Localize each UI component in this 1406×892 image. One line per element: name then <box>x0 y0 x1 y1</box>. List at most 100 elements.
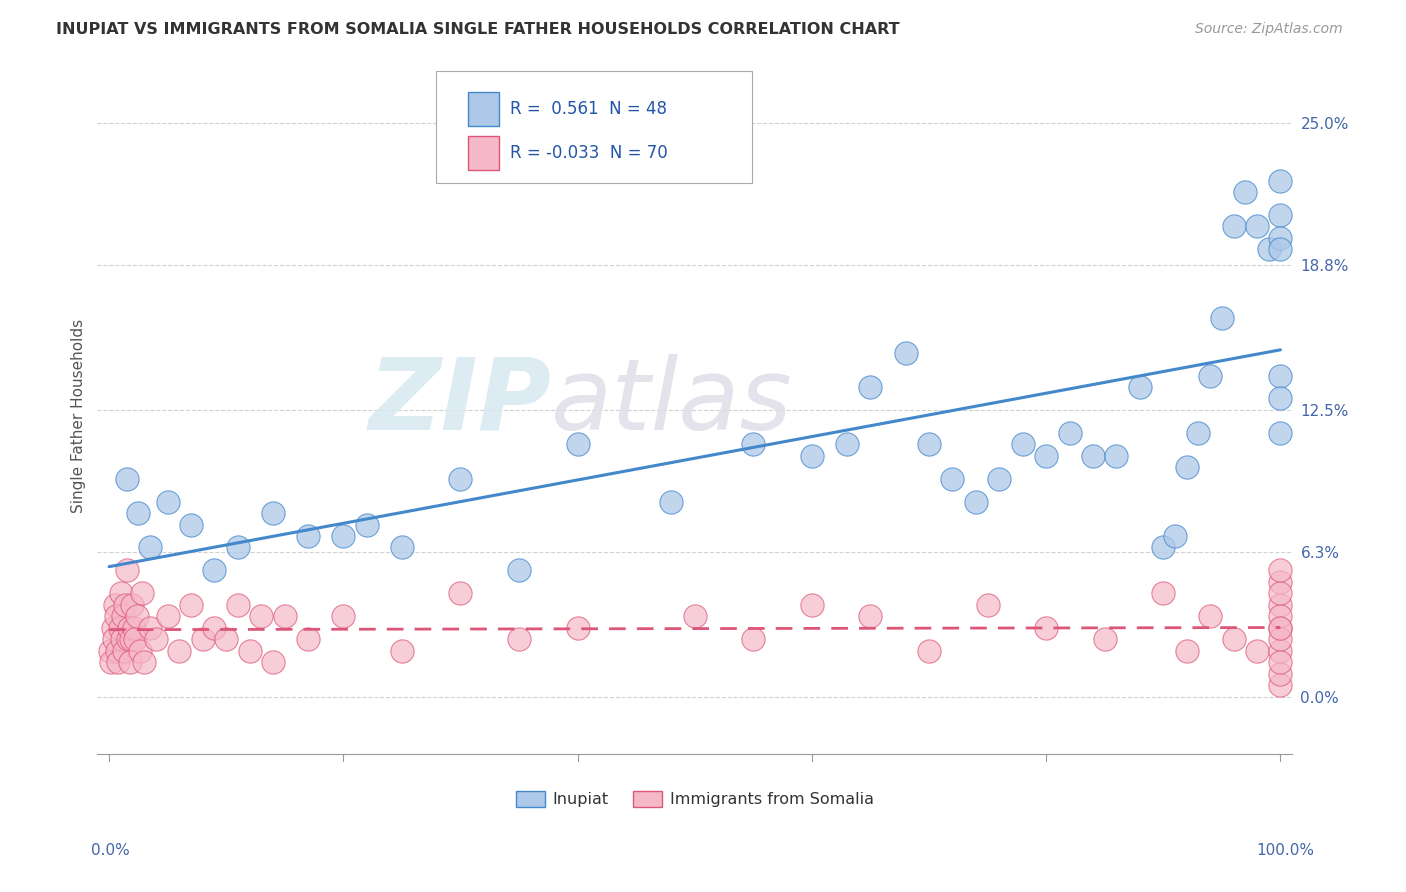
Point <box>117 632 139 647</box>
Point <box>1270 655 1292 669</box>
Point <box>169 643 191 657</box>
Point <box>1222 219 1244 234</box>
Point <box>894 345 917 359</box>
Point <box>180 598 202 612</box>
Point <box>1270 563 1292 577</box>
Point <box>1222 632 1244 647</box>
Point <box>112 609 135 624</box>
Point <box>1035 449 1057 463</box>
Point <box>115 472 138 486</box>
Point <box>127 506 149 520</box>
Point <box>800 449 823 463</box>
Point <box>449 586 471 600</box>
Point <box>965 494 987 508</box>
Legend: Inupiat, Immigrants from Somalia: Inupiat, Immigrants from Somalia <box>509 784 880 814</box>
Point <box>1270 173 1292 187</box>
Point <box>226 598 249 612</box>
Point <box>391 643 413 657</box>
Point <box>1011 437 1033 451</box>
Point <box>1270 392 1292 406</box>
Point <box>105 643 128 657</box>
Y-axis label: Single Father Households: Single Father Households <box>72 318 86 513</box>
Point <box>239 643 262 657</box>
Point <box>567 437 589 451</box>
Point <box>250 609 273 624</box>
Point <box>1257 243 1279 257</box>
Point <box>98 643 121 657</box>
Point <box>1152 541 1174 555</box>
Point <box>1270 598 1292 612</box>
Point <box>101 621 124 635</box>
Point <box>1164 529 1187 543</box>
Text: ZIP: ZIP <box>368 353 551 450</box>
Point <box>1270 678 1292 692</box>
Point <box>204 563 226 577</box>
Point <box>800 598 823 612</box>
Point <box>683 609 706 624</box>
Point <box>115 563 138 577</box>
Point <box>114 598 136 612</box>
Point <box>118 621 141 635</box>
Point <box>156 609 179 624</box>
Text: Source: ZipAtlas.com: Source: ZipAtlas.com <box>1195 22 1343 37</box>
Point <box>110 586 132 600</box>
Point <box>1035 621 1057 635</box>
Point <box>191 632 214 647</box>
Point <box>1105 449 1128 463</box>
Point <box>262 506 284 520</box>
Point <box>145 632 167 647</box>
Point <box>1270 208 1292 222</box>
Text: 0.0%: 0.0% <box>91 843 131 858</box>
Point <box>742 437 765 451</box>
Point <box>128 643 150 657</box>
Point <box>1246 643 1268 657</box>
Point <box>1059 425 1081 440</box>
Point <box>1175 460 1198 475</box>
Point <box>127 609 149 624</box>
Point <box>120 655 142 669</box>
Point <box>1199 609 1222 624</box>
Point <box>1270 609 1292 624</box>
Point <box>297 529 319 543</box>
Point <box>1199 368 1222 383</box>
Point <box>1270 586 1292 600</box>
Point <box>122 621 145 635</box>
Point <box>976 598 998 612</box>
Text: 100.0%: 100.0% <box>1257 843 1315 858</box>
Point <box>1270 243 1292 257</box>
Point <box>332 609 354 624</box>
Point <box>104 598 127 612</box>
Point <box>918 643 941 657</box>
Point <box>124 632 146 647</box>
Point <box>1270 666 1292 681</box>
Point <box>215 632 238 647</box>
Point <box>131 586 153 600</box>
Point <box>297 632 319 647</box>
Point <box>1175 643 1198 657</box>
Point <box>332 529 354 543</box>
Point <box>274 609 297 624</box>
Point <box>134 655 156 669</box>
Point <box>1270 643 1292 657</box>
Point <box>156 494 179 508</box>
Point <box>103 632 125 647</box>
Point <box>941 472 963 486</box>
Point <box>1270 621 1292 635</box>
Text: R =  0.561  N = 48: R = 0.561 N = 48 <box>510 100 668 118</box>
Point <box>1270 425 1292 440</box>
Point <box>1152 586 1174 600</box>
Point <box>356 517 378 532</box>
Point <box>108 621 131 635</box>
Point <box>742 632 765 647</box>
Point <box>1129 380 1152 394</box>
Point <box>1187 425 1209 440</box>
Text: INUPIAT VS IMMIGRANTS FROM SOMALIA SINGLE FATHER HOUSEHOLDS CORRELATION CHART: INUPIAT VS IMMIGRANTS FROM SOMALIA SINGL… <box>56 22 900 37</box>
Point <box>859 609 882 624</box>
Point <box>100 655 122 669</box>
Point <box>1246 219 1268 234</box>
Point <box>988 472 1011 486</box>
Point <box>1270 574 1292 589</box>
Point <box>1270 632 1292 647</box>
Point <box>508 563 530 577</box>
Point <box>204 621 226 635</box>
